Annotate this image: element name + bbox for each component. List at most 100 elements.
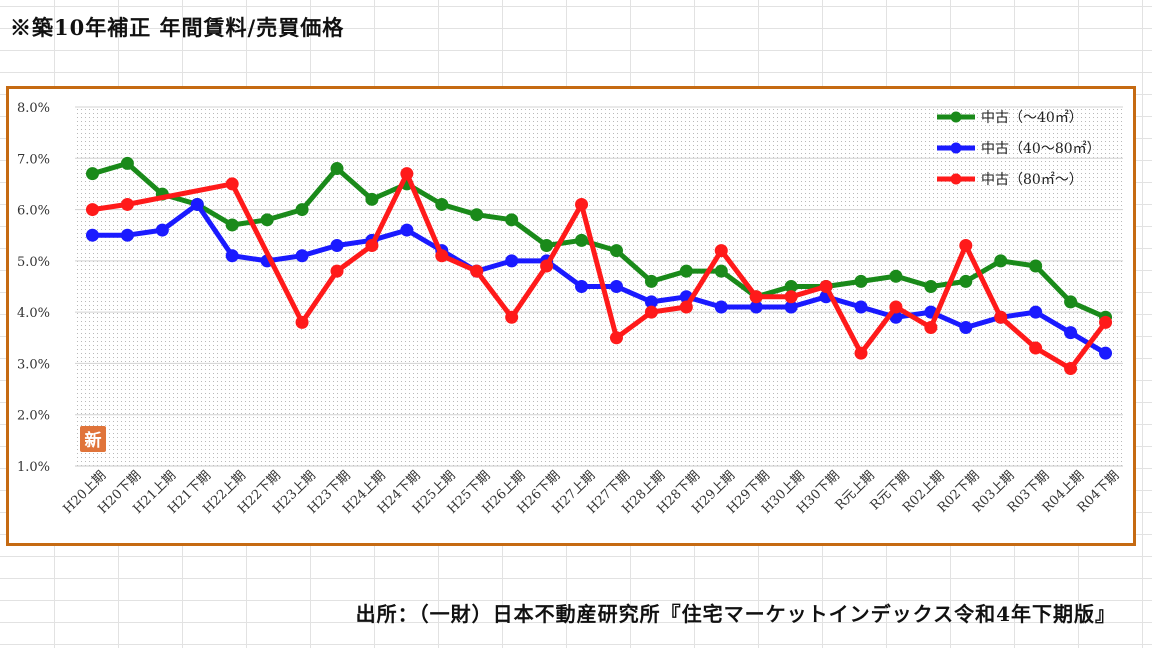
series-lines xyxy=(85,156,1113,376)
y-axis-ticks: 1.0% 2.0% 3.0% 4.0% 5.0% 6.0% 7.0% 8.0% xyxy=(17,101,50,475)
data-point xyxy=(784,290,798,304)
data-point xyxy=(959,321,973,335)
data-point xyxy=(120,156,134,170)
data-point xyxy=(295,249,309,263)
y-tick-label: 2.0% xyxy=(17,409,50,424)
x-axis-ticks: H20上期H20下期H21上期H21下期H22上期H22下期H23上期H23下期… xyxy=(61,468,1123,517)
data-point xyxy=(889,269,903,283)
data-point xyxy=(120,197,134,211)
data-point xyxy=(889,300,903,314)
legend-item: 中古（～40㎡） xyxy=(937,110,1083,126)
data-point xyxy=(575,197,589,211)
legend-label: 中古（80㎡～） xyxy=(981,172,1083,188)
new-badge-text: 新 xyxy=(85,430,102,451)
new-badge-bg xyxy=(80,426,106,452)
line-chart: 1.0% 2.0% 3.0% 4.0% 5.0% 6.0% 7.0% 8.0% H20上期H2… xyxy=(17,101,1123,517)
data-point xyxy=(435,249,449,263)
data-point xyxy=(330,238,344,252)
data-point xyxy=(330,162,344,176)
data-point xyxy=(679,300,693,314)
data-point xyxy=(190,197,204,211)
grid-lines xyxy=(75,106,1123,467)
new-badge: 新 xyxy=(80,426,106,452)
data-point xyxy=(714,264,728,278)
y-tick-label: 5.0% xyxy=(17,255,50,270)
data-point xyxy=(924,321,938,335)
data-point xyxy=(540,238,554,252)
data-point xyxy=(540,259,554,273)
data-point xyxy=(575,233,589,247)
data-point xyxy=(784,280,798,293)
data-point xyxy=(505,254,519,268)
data-point xyxy=(505,310,519,324)
data-point xyxy=(994,254,1008,268)
y-tick-label: 1.0% xyxy=(17,460,50,475)
data-point xyxy=(470,208,484,222)
data-point xyxy=(85,167,99,181)
data-point xyxy=(609,280,623,293)
data-point xyxy=(1029,259,1043,273)
data-point xyxy=(85,228,99,242)
data-point xyxy=(679,264,693,278)
data-point xyxy=(225,218,239,232)
data-point xyxy=(749,290,763,304)
data-point xyxy=(819,280,833,293)
legend-item: 中古（80㎡～） xyxy=(937,172,1083,188)
data-point xyxy=(435,197,449,211)
legend-swatch-dot xyxy=(950,173,962,185)
data-point xyxy=(714,244,728,258)
data-point xyxy=(225,177,239,191)
data-point xyxy=(155,223,169,237)
data-point xyxy=(609,244,623,258)
data-point xyxy=(400,167,414,181)
data-point xyxy=(714,300,728,314)
legend-item: 中古（40～80㎡） xyxy=(937,141,1101,157)
y-tick-label: 6.0% xyxy=(17,204,50,219)
data-point xyxy=(854,300,868,314)
data-point xyxy=(1029,305,1043,319)
data-point xyxy=(295,315,309,329)
data-point xyxy=(644,305,658,319)
data-point xyxy=(959,274,973,288)
data-point xyxy=(1099,346,1113,360)
data-point xyxy=(225,249,239,263)
data-point xyxy=(994,310,1008,324)
legend-swatch-dot xyxy=(950,111,962,123)
data-point xyxy=(784,300,798,314)
data-point xyxy=(1029,341,1043,355)
data-point xyxy=(85,203,99,217)
data-point xyxy=(854,274,868,288)
source-note: 出所：（一財）日本不動産研究所『住宅マーケットインデックス令和4年下期版』 xyxy=(355,602,1116,626)
data-point xyxy=(260,213,274,227)
data-point xyxy=(1064,362,1078,376)
legend-label: 中古（～40㎡） xyxy=(981,110,1083,126)
data-point xyxy=(854,346,868,360)
data-point xyxy=(749,300,763,314)
data-point xyxy=(470,264,484,278)
series-3 xyxy=(85,167,1113,376)
data-point xyxy=(400,223,414,237)
legend-label: 中古（40～80㎡） xyxy=(981,141,1101,157)
data-point xyxy=(644,295,658,309)
chart-frame: 1.0% 2.0% 3.0% 4.0% 5.0% 6.0% 7.0% 8.0% H20上期 H2… xyxy=(6,86,1136,546)
data-point xyxy=(505,213,519,227)
data-point xyxy=(924,280,938,293)
data-point xyxy=(365,238,379,252)
legend-swatch-dot xyxy=(950,142,962,154)
data-point xyxy=(1064,295,1078,309)
data-point xyxy=(575,280,589,293)
y-tick-label: 8.0% xyxy=(17,101,50,116)
page-title: ※築10年補正 年間賃料/売買価格 xyxy=(10,15,345,40)
y-tick-label: 7.0% xyxy=(17,152,50,167)
data-point xyxy=(1099,315,1113,329)
y-tick-label: 3.0% xyxy=(17,357,50,372)
data-point xyxy=(644,274,658,288)
data-point xyxy=(959,238,973,252)
data-point xyxy=(330,264,344,278)
data-point xyxy=(609,331,623,345)
data-point xyxy=(1064,326,1078,340)
y-tick-label: 4.0% xyxy=(17,306,50,321)
legend: 中古（～40㎡） 中古（40～80㎡） 中古（80㎡～） xyxy=(937,110,1101,188)
data-point xyxy=(295,203,309,217)
data-point xyxy=(120,228,134,242)
